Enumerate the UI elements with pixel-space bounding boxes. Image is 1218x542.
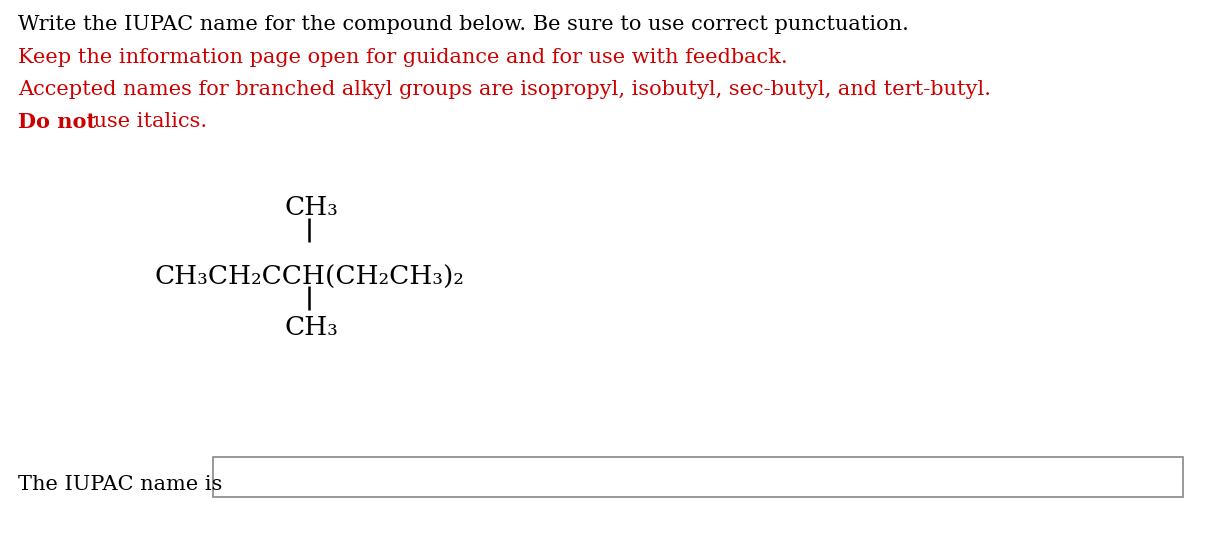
Text: Accepted names for branched alkyl groups are isopropyl, isobutyl, sec-butyl, and: Accepted names for branched alkyl groups… xyxy=(18,80,991,99)
Text: Do not: Do not xyxy=(18,112,96,132)
Text: CH₃: CH₃ xyxy=(285,315,339,340)
Text: Keep the information page open for guidance and for use with feedback.: Keep the information page open for guida… xyxy=(18,48,788,67)
Text: use italics.: use italics. xyxy=(86,112,207,131)
Text: CH₃CH₂CCH(CH₂CH₃)₂: CH₃CH₂CCH(CH₂CH₃)₂ xyxy=(155,265,465,290)
Text: CH₃: CH₃ xyxy=(285,195,339,220)
Text: Write the IUPAC name for the compound below. Be sure to use correct punctuation.: Write the IUPAC name for the compound be… xyxy=(18,15,909,34)
Text: The IUPAC name is: The IUPAC name is xyxy=(18,475,223,494)
Bar xyxy=(213,457,1183,497)
